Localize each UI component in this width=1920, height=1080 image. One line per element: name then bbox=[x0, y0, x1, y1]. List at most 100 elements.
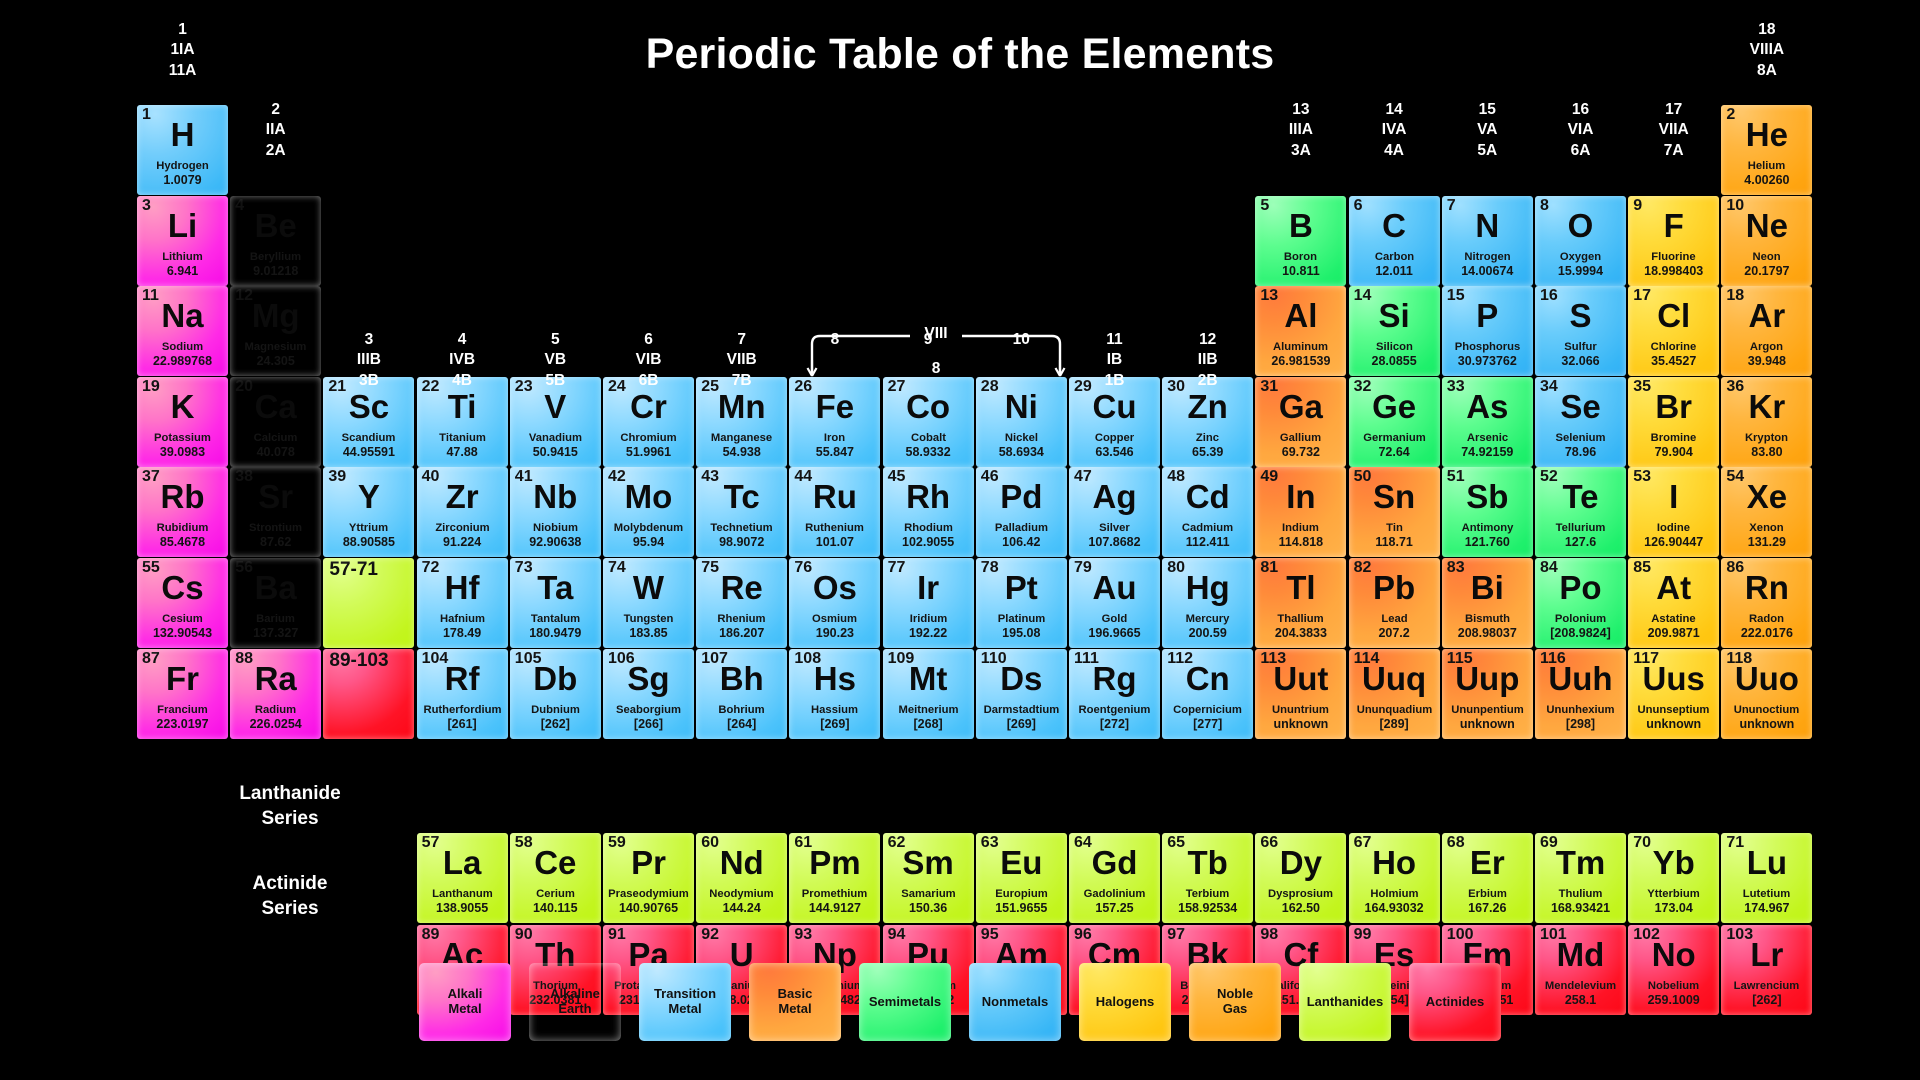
element-cell-sg[interactable]: 106 Sg Seaborgium [266] bbox=[603, 648, 694, 739]
element-cell-cs[interactable]: 55 Cs Cesium 132.90543 bbox=[137, 558, 228, 648]
element-cell-mt[interactable]: 109 Mt Meitnerium [268] bbox=[882, 648, 974, 739]
element-cell-bi[interactable]: 83 Bi Bismuth 208.98037 bbox=[1441, 558, 1533, 648]
element-cell-sr[interactable]: 38 Sr Strontium 87.62 bbox=[230, 467, 321, 557]
element-cell-tc[interactable]: 43 Tc Technetium 98.9072 bbox=[696, 467, 788, 558]
element-cell-li[interactable]: 3 Li Lithium 6.941 bbox=[137, 195, 228, 286]
element-cell-v[interactable]: 23 V Vanadium 50.9415 bbox=[509, 376, 601, 467]
element-cell-ta[interactable]: 73 Ta Tantalum 180.9479 bbox=[509, 558, 601, 648]
element-cell-ce[interactable]: 58 Ce Cerium 140.115 bbox=[509, 832, 601, 923]
element-cell-ba[interactable]: 56 Ba Barium 137.327 bbox=[230, 558, 321, 648]
element-cell-rh[interactable]: 45 Rh Rhodium 102.9055 bbox=[882, 467, 974, 558]
element-cell-zr[interactable]: 40 Zr Zirconium 91.224 bbox=[416, 467, 508, 558]
element-cell-s[interactable]: 16 S Sulfur 32.066 bbox=[1535, 286, 1626, 377]
element-cell-hf[interactable]: 72 Hf Hafnium 178.49 bbox=[416, 558, 508, 648]
element-cell-tm[interactable]: 69 Tm Thulium 168.93421 bbox=[1535, 832, 1626, 923]
element-cell-pd[interactable]: 46 Pd Palladium 106.42 bbox=[975, 467, 1067, 558]
element-cell-th[interactable]: 90 Th Thorium 232.0381 bbox=[509, 924, 601, 1015]
element-cell-la[interactable]: 57 La Lanthanum 138.9055 bbox=[416, 832, 508, 923]
element-cell-ru[interactable]: 44 Ru Ruthenium 101.07 bbox=[789, 467, 881, 558]
element-cell-i[interactable]: 53 I Iodine 126.90447 bbox=[1628, 467, 1720, 558]
element-cell-sm[interactable]: 62 Sm Samarium 150.36 bbox=[882, 832, 974, 923]
element-cell-nd[interactable]: 60 Nd Neodymium 144.24 bbox=[696, 832, 788, 923]
element-cell-md[interactable]: 101 Md Mendelevium 258.1 bbox=[1535, 924, 1626, 1015]
legend-item-alkaline[interactable]: Alkaline Earth bbox=[529, 963, 621, 1041]
element-cell-zn[interactable]: 30 Zn Zinc 65.39 bbox=[1162, 376, 1254, 467]
element-cell-ca[interactable]: 20 Ca Calcium 40.078 bbox=[230, 377, 321, 467]
element-cell-fe[interactable]: 26 Fe Iron 55.847 bbox=[789, 376, 881, 467]
element-cell-po[interactable]: 84 Po Polonium [208.9824] bbox=[1535, 558, 1626, 648]
element-cell-f[interactable]: 9 F Fluorine 18.998403 bbox=[1628, 195, 1720, 286]
element-cell-tl[interactable]: 81 Tl Thallium 204.3833 bbox=[1255, 558, 1347, 648]
element-cell-ni[interactable]: 28 Ni Nickel 58.6934 bbox=[975, 376, 1067, 467]
element-cell-uus[interactable]: 117 Uus Ununseptium unknown bbox=[1628, 648, 1720, 739]
element-cell-si[interactable]: 14 Si Silicon 28.0855 bbox=[1348, 286, 1440, 377]
element-cell-ga[interactable]: 31 Ga Gallium 69.732 bbox=[1255, 376, 1347, 467]
element-cell-hg[interactable]: 80 Hg Mercury 200.59 bbox=[1162, 558, 1254, 648]
element-cell-no[interactable]: 102 No Nobelium 259.1009 bbox=[1628, 924, 1720, 1015]
legend-item-halogen[interactable]: Halogens bbox=[1079, 963, 1171, 1041]
element-cell-p[interactable]: 15 P Phosphorus 30.973762 bbox=[1441, 286, 1533, 377]
element-cell-pr[interactable]: 59 Pr Praseodymium 140.90765 bbox=[603, 832, 694, 923]
element-cell-in[interactable]: 49 In Indium 114.818 bbox=[1255, 467, 1347, 558]
element-cell-br[interactable]: 35 Br Bromine 79.904 bbox=[1628, 376, 1720, 467]
element-cell-hs[interactable]: 108 Hs Hassium [269] bbox=[789, 648, 881, 739]
element-cell-pb[interactable]: 82 Pb Lead 207.2 bbox=[1348, 558, 1440, 648]
element-cell-eu[interactable]: 63 Eu Europium 151.9655 bbox=[975, 832, 1067, 923]
element-cell-gd[interactable]: 64 Gd Gadolinium 157.25 bbox=[1069, 832, 1160, 923]
element-cell-sc[interactable]: 21 Sc Scandium 44.95591 bbox=[323, 376, 415, 467]
element-cell-uut[interactable]: 113 Uut Ununtrium unknown bbox=[1255, 648, 1347, 739]
element-cell-mn[interactable]: 25 Mn Manganese 54.938 bbox=[696, 376, 788, 467]
element-cell-ag[interactable]: 47 Ag Silver 107.8682 bbox=[1069, 467, 1160, 558]
element-cell-co[interactable]: 27 Co Cobalt 58.9332 bbox=[882, 376, 974, 467]
element-cell-sn[interactable]: 50 Sn Tin 118.71 bbox=[1348, 467, 1440, 558]
legend-item-noble[interactable]: Noble Gas bbox=[1189, 963, 1281, 1041]
element-cell-be[interactable]: 4 Be Beryllium 9.01218 bbox=[230, 196, 321, 286]
element-cell-pm[interactable]: 61 Pm Promethium 144.9127 bbox=[789, 832, 881, 923]
element-cell-o[interactable]: 8 O Oxygen 15.9994 bbox=[1535, 195, 1626, 286]
element-cell-cn[interactable]: 112 Cn Copernicium [277] bbox=[1162, 648, 1254, 739]
element-cell-c[interactable]: 6 C Carbon 12.011 bbox=[1348, 195, 1440, 286]
element-cell-rn[interactable]: 86 Rn Radon 222.0176 bbox=[1721, 558, 1813, 648]
legend-item-actinide[interactable]: Actinides bbox=[1409, 963, 1501, 1041]
element-cell-fr[interactable]: 87 Fr Francium 223.0197 bbox=[137, 648, 228, 739]
element-cell-nb[interactable]: 41 Nb Niobium 92.90638 bbox=[509, 467, 601, 558]
element-cell-rb[interactable]: 37 Rb Rubidium 85.4678 bbox=[137, 467, 228, 558]
element-cell-cl[interactable]: 17 Cl Chlorine 35.4527 bbox=[1628, 286, 1720, 377]
element-cell-kr[interactable]: 36 Kr Krypton 83.80 bbox=[1721, 376, 1813, 467]
element-cell-cd[interactable]: 48 Cd Cadmium 112.411 bbox=[1162, 467, 1254, 558]
element-cell-re[interactable]: 75 Re Rhenium 186.207 bbox=[696, 558, 788, 648]
element-cell-yb[interactable]: 70 Yb Ytterbium 173.04 bbox=[1628, 832, 1720, 923]
element-cell-xe[interactable]: 54 Xe Xenon 131.29 bbox=[1721, 467, 1813, 558]
element-cell-uuh[interactable]: 116 Uuh Ununhexium [298] bbox=[1535, 648, 1626, 739]
element-cell-uup[interactable]: 115 Uup Ununpentium unknown bbox=[1441, 648, 1533, 739]
element-cell-te[interactable]: 52 Te Tellurium 127.6 bbox=[1535, 467, 1626, 558]
element-cell-cu[interactable]: 29 Cu Copper 63.546 bbox=[1069, 376, 1160, 467]
element-cell-y[interactable]: 39 Y Yttrium 88.90585 bbox=[323, 467, 415, 558]
element-cell-lu[interactable]: 71 Lu Lutetium 174.967 bbox=[1721, 832, 1813, 923]
element-cell-n[interactable]: 7 N Nitrogen 14.00674 bbox=[1441, 195, 1533, 286]
element-cell-at[interactable]: 85 At Astatine 209.9871 bbox=[1628, 558, 1720, 648]
legend-item-alkali[interactable]: Alkali Metal bbox=[419, 963, 511, 1041]
element-cell-db[interactable]: 105 Db Dubnium [262] bbox=[509, 648, 601, 739]
legend-item-semimetal[interactable]: Semimetals bbox=[859, 963, 951, 1041]
element-cell-mg[interactable]: 12 Mg Magnesium 24.305 bbox=[230, 286, 321, 376]
element-cell-se[interactable]: 34 Se Selenium 78.96 bbox=[1535, 376, 1626, 467]
element-cell-rg[interactable]: 111 Rg Roentgenium [272] bbox=[1069, 648, 1160, 739]
element-cell-lr[interactable]: 103 Lr Lawrencium [262] bbox=[1721, 924, 1813, 1015]
element-cell-sb[interactable]: 51 Sb Antimony 121.760 bbox=[1441, 467, 1533, 558]
element-cell-rf[interactable]: 104 Rf Rutherfordium [261] bbox=[416, 648, 508, 739]
element-cell-bh[interactable]: 107 Bh Bohrium [264] bbox=[696, 648, 788, 739]
element-cell-as[interactable]: 33 As Arsenic 74.92159 bbox=[1441, 376, 1533, 467]
element-cell-ra[interactable]: 88 Ra Radium 226.0254 bbox=[230, 648, 322, 739]
element-cell-ho[interactable]: 67 Ho Holmium 164.93032 bbox=[1348, 832, 1440, 923]
element-cell-ar[interactable]: 18 Ar Argon 39.948 bbox=[1721, 286, 1813, 377]
element-cell-ds[interactable]: 110 Ds Darmstadtium [269] bbox=[975, 648, 1067, 739]
element-cell-ir[interactable]: 77 Ir Iridium 192.22 bbox=[882, 558, 974, 648]
element-cell-na[interactable]: 11 Na Sodium 22.989768 bbox=[137, 286, 228, 377]
element-cell-os[interactable]: 76 Os Osmium 190.23 bbox=[789, 558, 881, 648]
element-cell-er[interactable]: 68 Er Erbium 167.26 bbox=[1441, 832, 1533, 923]
element-cell-ti[interactable]: 22 Ti Titanium 47.88 bbox=[416, 376, 508, 467]
element-cell-cr[interactable]: 24 Cr Chromium 51.9961 bbox=[603, 376, 694, 467]
element-range-cell-57-71[interactable]: 57-71 bbox=[323, 558, 415, 648]
element-cell-pt[interactable]: 78 Pt Platinum 195.08 bbox=[975, 558, 1067, 648]
